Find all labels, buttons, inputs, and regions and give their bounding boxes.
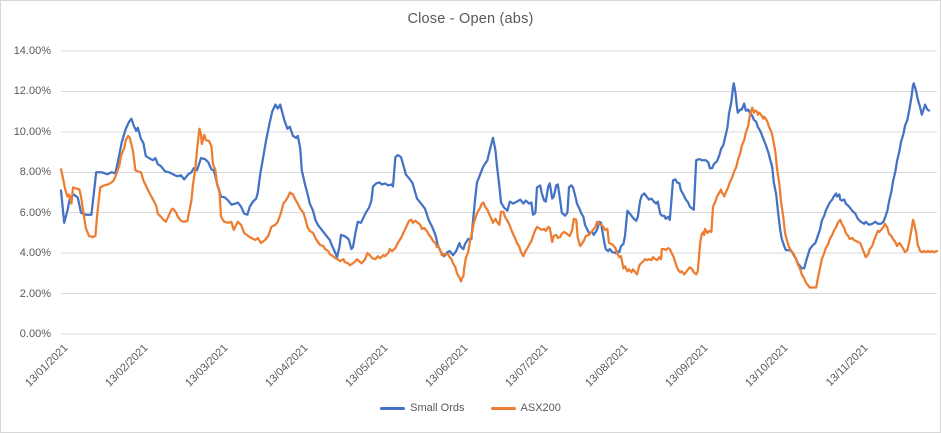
legend-line-swatch-asx200: [490, 406, 516, 410]
legend-item-asx200: ASX200: [490, 402, 561, 414]
y-axis-label: 2.00%: [19, 287, 51, 300]
legend: Small Ords ASX200: [1, 402, 940, 414]
legend-label-asx200: ASX200: [520, 402, 561, 414]
y-axis-label: 14.00%: [13, 45, 51, 57]
y-axis-label: 10.00%: [13, 125, 51, 138]
series-line-asx200: [59, 106, 939, 289]
y-axis-label: 4.00%: [19, 247, 51, 260]
y-axis-label: 0.00%: [19, 328, 51, 340]
y-axis-label: 12.00%: [13, 85, 51, 98]
series-line-small-ords: [59, 82, 931, 270]
y-axis-label: 8.00%: [19, 166, 51, 179]
legend-line-swatch-small-ords: [380, 406, 406, 410]
y-axis-label: 6.00%: [19, 206, 51, 219]
legend-item-small-ords: Small Ords: [380, 402, 465, 414]
legend-label-small-ords: Small Ords: [410, 402, 465, 414]
chart-title: Close - Open (abs): [407, 11, 534, 27]
